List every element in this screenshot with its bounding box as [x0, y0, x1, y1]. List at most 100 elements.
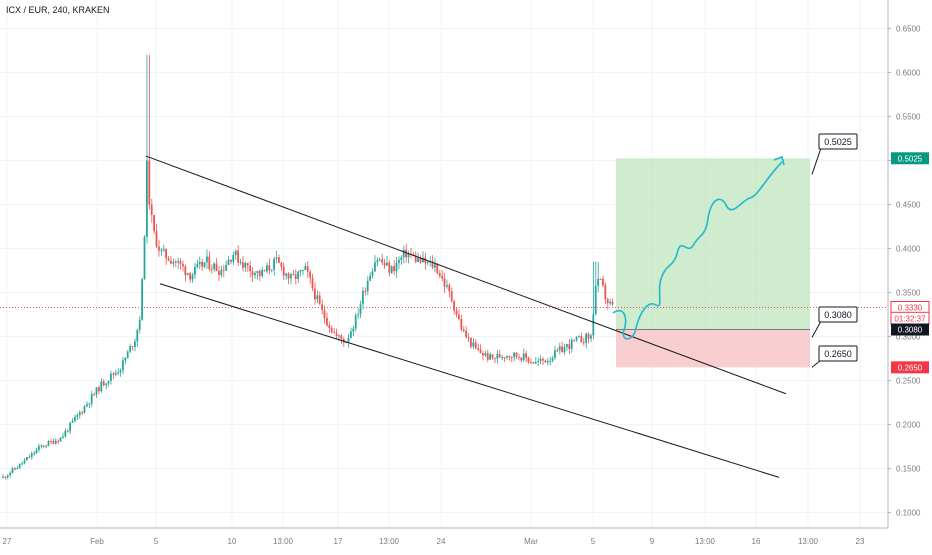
candle-body [470, 337, 472, 347]
candle-body [474, 342, 477, 349]
candle-body [122, 360, 124, 371]
x-tick-label: 23 [856, 537, 865, 546]
candle-body [146, 160, 148, 237]
candle-body [52, 441, 55, 444]
candle-body [328, 325, 331, 329]
candle-body [383, 262, 386, 266]
candle-body [503, 357, 506, 359]
candle-body [299, 270, 302, 272]
y-tick-label: 0.4000 [896, 245, 921, 254]
price-badge [891, 323, 929, 336]
candle-body [374, 262, 376, 272]
candle-body [270, 269, 273, 271]
candle-body [294, 274, 297, 280]
candle-body [143, 236, 146, 280]
candle-body [422, 257, 424, 263]
candle-body [602, 278, 604, 286]
candle-body [153, 214, 155, 232]
price-badge [891, 361, 929, 374]
y-tick-label: 0.3500 [896, 289, 921, 298]
x-tick-label: 16 [752, 537, 761, 546]
candle-body [479, 349, 482, 354]
stop-zone [616, 329, 810, 368]
candle-body [549, 360, 551, 362]
candle-body [268, 265, 271, 271]
y-tick-label: 0.5500 [896, 112, 921, 121]
candle-body [232, 254, 235, 262]
candle-body [518, 356, 520, 358]
candle-body [191, 274, 194, 280]
candle-body [534, 361, 537, 364]
candle-body [606, 299, 609, 304]
candle-body [441, 275, 443, 279]
candle-body [227, 259, 230, 266]
candle-body [515, 352, 518, 357]
candle-body [573, 339, 575, 341]
candle-body [431, 261, 434, 268]
candle-body [611, 301, 614, 305]
candle-body [95, 387, 98, 395]
candle-body [225, 265, 227, 271]
x-tick-label: 13:00 [379, 537, 400, 546]
candle-body [239, 262, 242, 264]
candle-body [119, 370, 122, 373]
candle-body [210, 268, 213, 270]
candle-body [323, 309, 326, 318]
candle-body [263, 270, 266, 272]
candle-body [582, 342, 585, 344]
candle-body [215, 263, 218, 272]
y-tick-label: 0.2000 [896, 421, 921, 430]
candle-body [287, 273, 290, 279]
candle-body [196, 264, 199, 267]
candle-body [482, 353, 484, 356]
candle-body [14, 468, 16, 470]
candle-body [590, 335, 592, 339]
candle-body [83, 406, 86, 413]
candle-body [352, 328, 355, 332]
candle-body [398, 259, 400, 263]
candle-body [599, 278, 602, 280]
candle-body [206, 256, 208, 263]
candle-body [71, 420, 74, 423]
candle-body [369, 275, 371, 281]
candle-body [30, 453, 33, 458]
candle-body [302, 269, 304, 271]
candle-body [556, 350, 559, 352]
candle-body [131, 346, 134, 348]
candle-body [155, 231, 158, 247]
candle-body [198, 261, 201, 265]
candle-body [246, 262, 249, 266]
x-tick-label: 13:00 [273, 537, 294, 546]
candle-body [100, 381, 103, 392]
candle-body [566, 344, 568, 347]
candle-body [405, 249, 407, 258]
candle-body [489, 354, 491, 360]
candle-body [218, 271, 220, 276]
x-tick-label: 17 [334, 537, 343, 546]
candle-body [443, 278, 446, 287]
candle-body [261, 270, 263, 277]
candle-body [38, 446, 40, 450]
candle-body [465, 330, 467, 338]
candle-body [390, 266, 393, 273]
candle-body [230, 259, 232, 262]
x-tick-label: 9 [650, 537, 655, 546]
candle-body [141, 279, 143, 320]
candle-body [76, 415, 79, 418]
candle-body [402, 249, 405, 258]
candle-body [35, 449, 38, 454]
candle-body [258, 270, 261, 277]
candle-body [357, 314, 359, 316]
y-tick-label: 0.2500 [896, 377, 921, 386]
callout-label: 0.3080 [824, 310, 852, 320]
candle-body [527, 357, 530, 363]
candle-body [26, 457, 28, 461]
callout-box [818, 345, 858, 362]
price-badge [891, 152, 929, 165]
symbol-title: ICX / EUR, 240, KRAKEN [6, 5, 110, 15]
candle-body [386, 262, 388, 266]
candle-body [112, 373, 115, 375]
candle-body [273, 258, 275, 270]
